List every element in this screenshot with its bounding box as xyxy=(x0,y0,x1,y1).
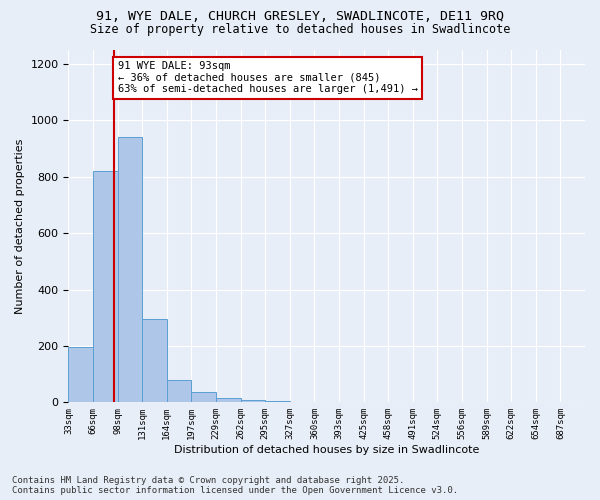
X-axis label: Distribution of detached houses by size in Swadlincote: Distribution of detached houses by size … xyxy=(174,445,479,455)
Bar xyxy=(241,400,265,402)
Bar xyxy=(118,138,142,402)
Bar xyxy=(167,380,191,402)
Bar xyxy=(265,401,290,402)
Bar xyxy=(142,319,167,402)
Bar xyxy=(216,398,241,402)
Text: 91, WYE DALE, CHURCH GRESLEY, SWADLINCOTE, DE11 9RQ: 91, WYE DALE, CHURCH GRESLEY, SWADLINCOT… xyxy=(96,10,504,23)
Text: Contains HM Land Registry data © Crown copyright and database right 2025.
Contai: Contains HM Land Registry data © Crown c… xyxy=(12,476,458,495)
Bar xyxy=(191,392,216,402)
Y-axis label: Number of detached properties: Number of detached properties xyxy=(15,138,25,314)
Bar xyxy=(93,171,118,402)
Text: 91 WYE DALE: 93sqm
← 36% of detached houses are smaller (845)
63% of semi-detach: 91 WYE DALE: 93sqm ← 36% of detached hou… xyxy=(118,62,418,94)
Text: Size of property relative to detached houses in Swadlincote: Size of property relative to detached ho… xyxy=(90,22,510,36)
Bar xyxy=(68,348,93,403)
